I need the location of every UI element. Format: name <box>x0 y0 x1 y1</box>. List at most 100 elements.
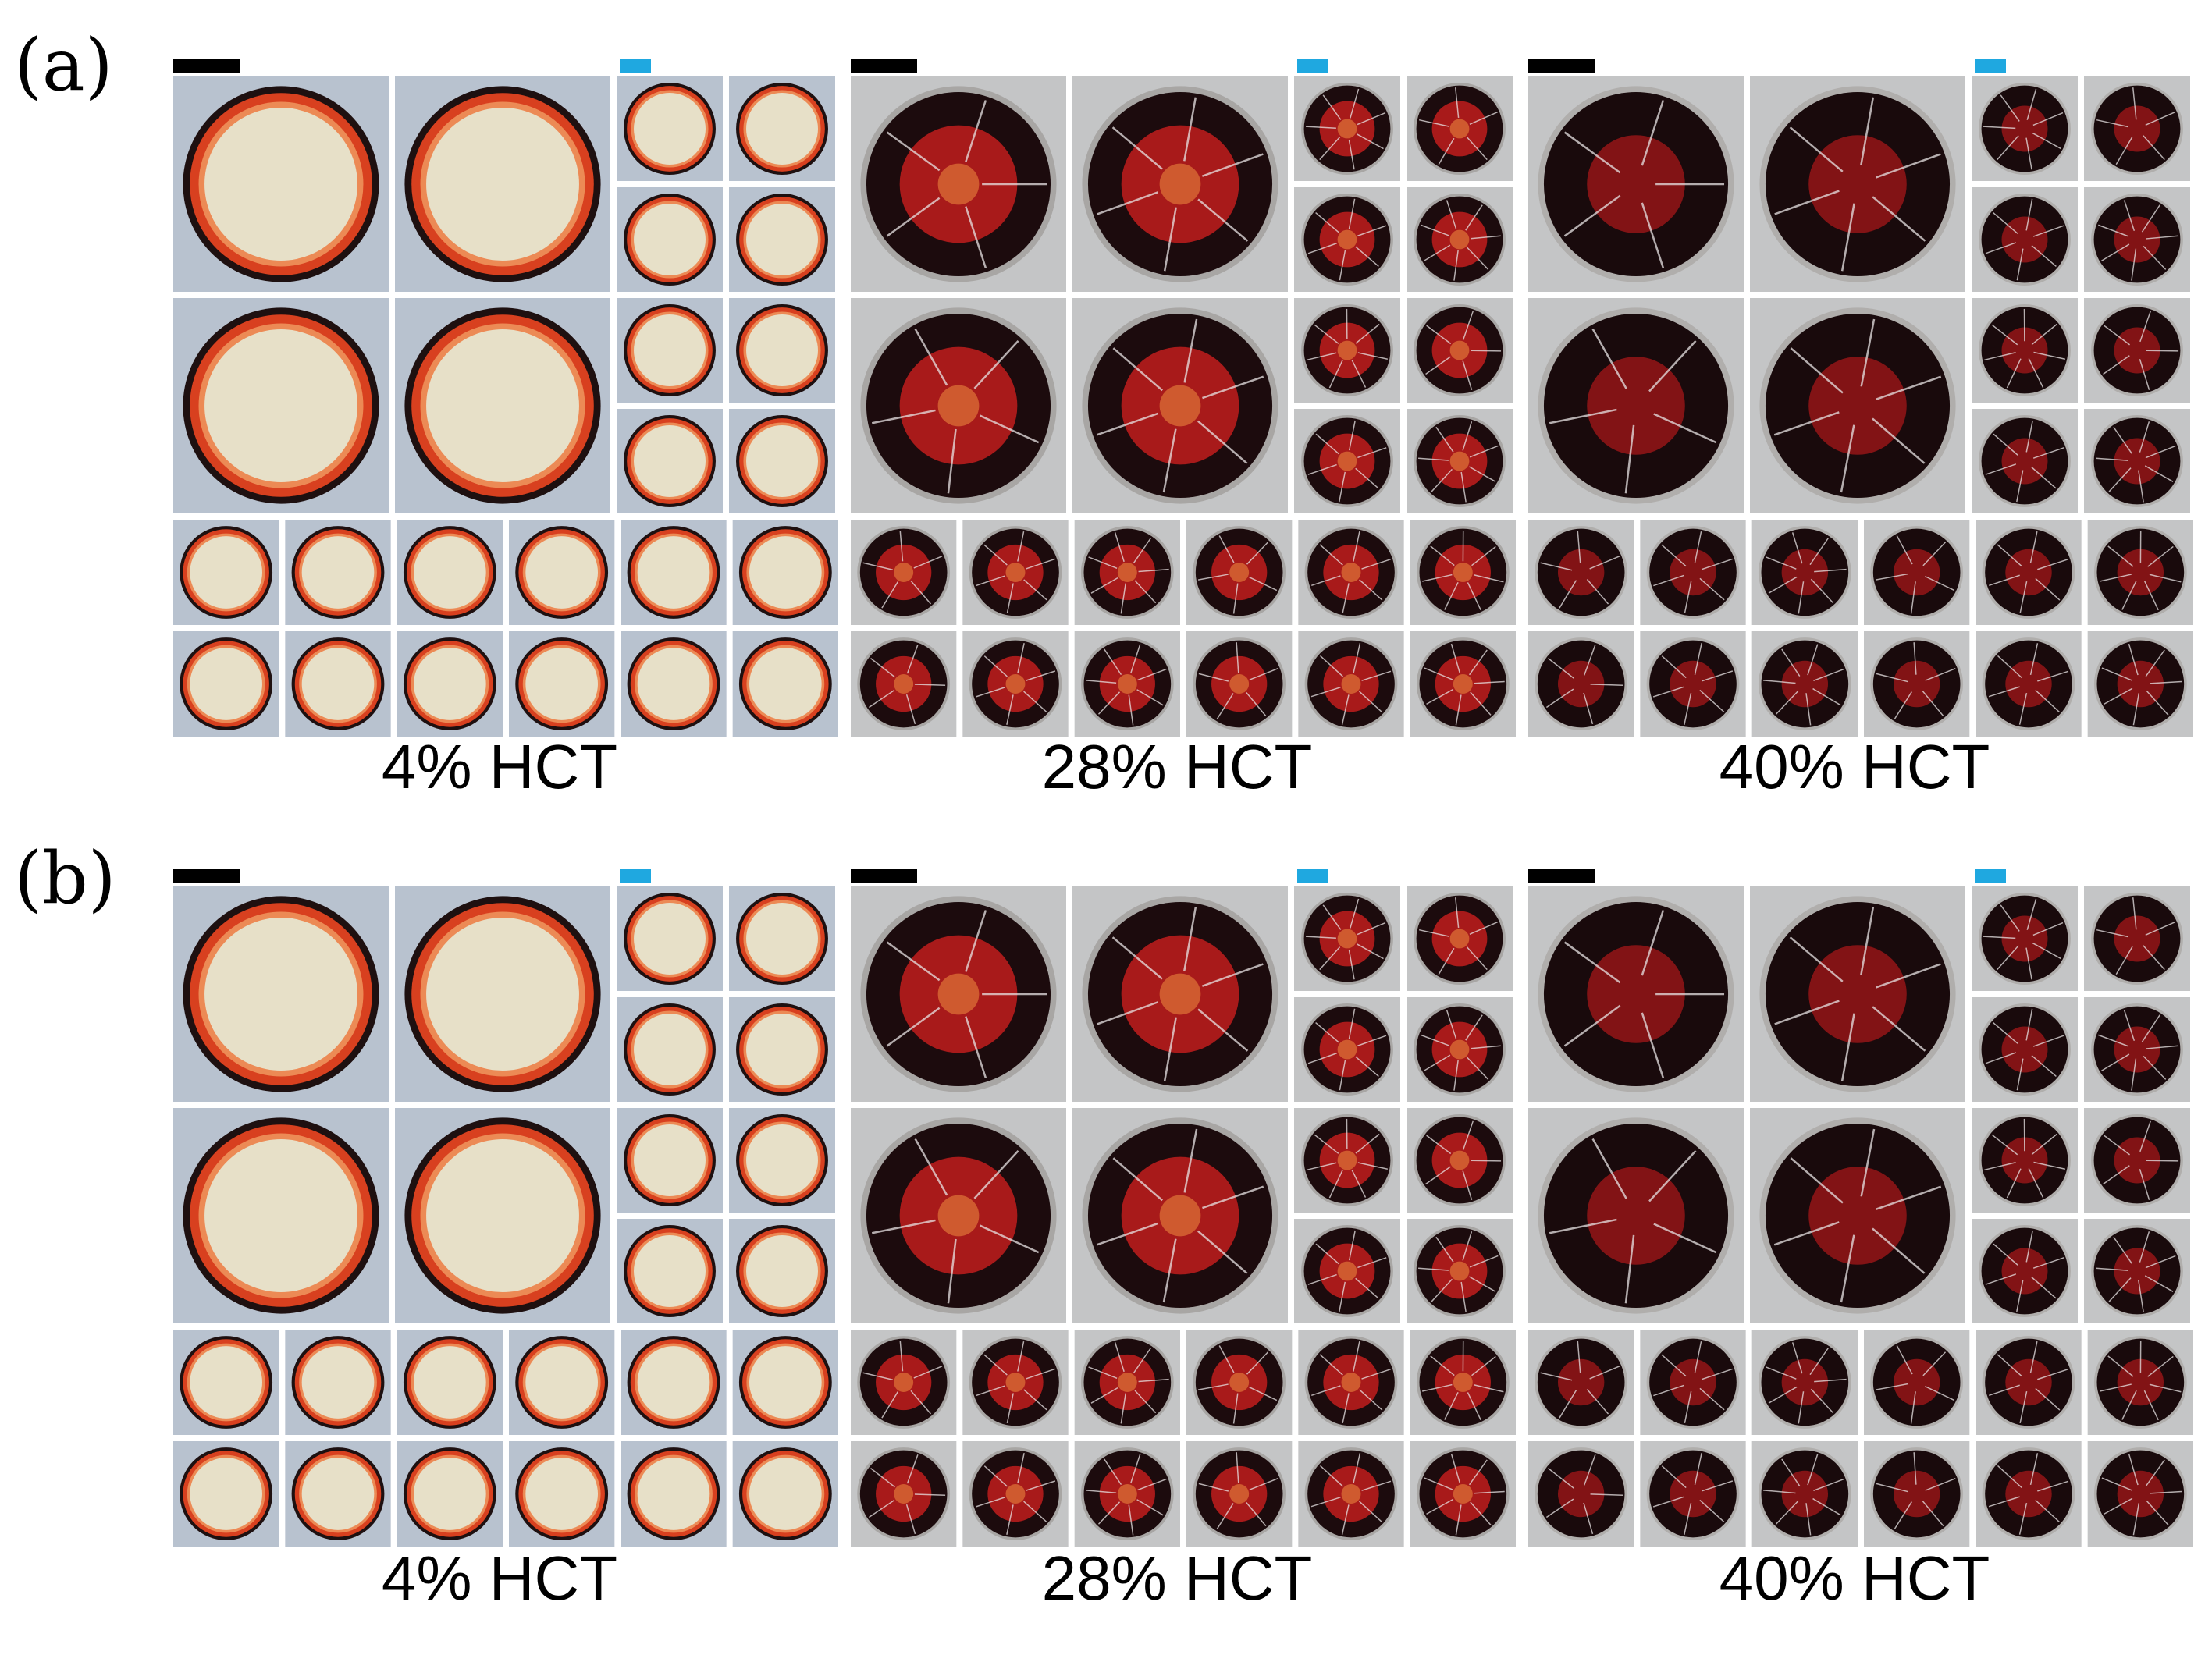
crack-line <box>2031 323 2057 346</box>
crack-line <box>1246 691 1267 717</box>
crack-line <box>1860 1128 1876 1197</box>
droplet-core <box>637 1458 710 1530</box>
small-droplet-cell <box>2084 298 2190 403</box>
droplet-core <box>2001 438 2048 485</box>
small-droplet-cell <box>1972 187 2078 292</box>
crack-line <box>1446 200 1457 229</box>
crack-line <box>1702 1480 1734 1492</box>
crack-line <box>1462 311 1474 340</box>
crack-line <box>1471 1355 1496 1376</box>
crack-line <box>1702 1368 1733 1380</box>
crack-line <box>2123 1010 2136 1042</box>
crack-line <box>1418 119 1449 127</box>
droplet-center <box>1453 674 1473 694</box>
droplet-core <box>2001 216 2048 263</box>
droplet-center <box>937 163 980 205</box>
crack-line <box>906 644 919 674</box>
crack-line <box>1218 1345 1235 1373</box>
crack-line <box>1876 1483 1908 1493</box>
crack-line <box>1339 1060 1346 1091</box>
crack-line <box>2104 325 2131 346</box>
crack-line <box>2141 204 2160 233</box>
droplet-core <box>204 918 357 1071</box>
droplet-center <box>1117 1373 1137 1392</box>
droplet-center <box>1449 229 1470 250</box>
crack-line <box>1462 1170 1473 1200</box>
crack-line <box>965 100 987 162</box>
crack-line <box>1872 417 1926 464</box>
droplet-core <box>2114 1137 2160 1184</box>
crack-line <box>2000 94 2020 122</box>
crack-line <box>1350 898 1360 929</box>
crack-line <box>1577 1341 1581 1373</box>
crack-line <box>1120 583 1126 614</box>
crack-line <box>1563 131 1621 174</box>
small-droplet-cell <box>285 520 391 625</box>
crack-line <box>1450 1453 1461 1484</box>
droplet-center <box>1229 674 1250 694</box>
hct-group: 4% HCT <box>173 59 838 801</box>
droplet-core <box>525 1346 598 1419</box>
droplet-center <box>1005 1484 1026 1504</box>
large-droplet-cell <box>395 886 610 1102</box>
small-droplet-cell <box>509 1441 615 1547</box>
crack-line <box>2031 1277 2057 1299</box>
small-droplet-cell <box>2087 1330 2193 1435</box>
small-droplet-cell <box>2084 997 2190 1102</box>
crack-line <box>914 1138 948 1196</box>
droplet-center <box>894 1373 914 1392</box>
crack-line <box>2103 1165 2130 1185</box>
droplet-core <box>204 1139 357 1292</box>
small-droplet-cell <box>1864 1330 1970 1435</box>
crack-line <box>1591 328 1627 389</box>
crack-line <box>2104 687 2133 705</box>
large-droplet-cell <box>1072 1108 1288 1323</box>
crack-line <box>1348 1008 1356 1039</box>
crack-line <box>1684 1502 1692 1535</box>
crack-line <box>910 1390 932 1415</box>
crack-line <box>2025 1008 2033 1041</box>
crack-line <box>2035 1499 2061 1523</box>
small-droplet-cell <box>729 76 835 181</box>
droplet-core <box>1557 1470 1605 1518</box>
droplet-core <box>2114 438 2160 485</box>
crack-line <box>1129 1454 1141 1484</box>
crack-line <box>1699 689 1725 712</box>
droplet-core <box>1670 660 1716 708</box>
crack-line <box>1424 1477 1453 1490</box>
crack-line <box>1462 1120 1474 1150</box>
crack-line <box>1790 347 1844 394</box>
droplet-core <box>1808 357 1907 455</box>
small-droplet-cell <box>1640 520 1746 625</box>
crack-line <box>2028 358 2044 388</box>
crack-line <box>2101 1477 2132 1491</box>
crack-line <box>1684 581 1692 614</box>
crack-line <box>2145 112 2175 126</box>
small-droplet-cell <box>1972 1219 2078 1323</box>
crack-line <box>1468 1459 1488 1486</box>
crack-line <box>2139 421 2150 453</box>
small-droplet-cell <box>1976 631 2082 737</box>
crack-line <box>2018 692 2028 725</box>
crack-line <box>2096 1267 2128 1271</box>
small-droplet-cell <box>617 76 723 181</box>
crack-line <box>1088 1366 1118 1379</box>
crack-line <box>2146 1160 2179 1162</box>
droplet-center <box>894 674 914 694</box>
small-droplet-cell <box>2084 409 2190 513</box>
crack-line <box>2032 1257 2064 1269</box>
crack-line <box>979 414 1040 444</box>
droplet-center <box>894 563 914 582</box>
crack-line <box>2145 1255 2176 1269</box>
droplet-center <box>1117 1484 1137 1504</box>
droplet-core <box>1557 1358 1605 1406</box>
crack-line <box>2150 680 2182 684</box>
crack-line <box>1017 531 1025 562</box>
small-droplet-cell <box>1074 1330 1180 1435</box>
crack-line <box>2037 670 2069 682</box>
crack-line <box>2029 1453 2039 1486</box>
small-droplet-cell <box>962 520 1069 625</box>
crack-line <box>1246 542 1269 565</box>
crack-line <box>983 655 1008 677</box>
crack-line <box>1197 198 1249 242</box>
